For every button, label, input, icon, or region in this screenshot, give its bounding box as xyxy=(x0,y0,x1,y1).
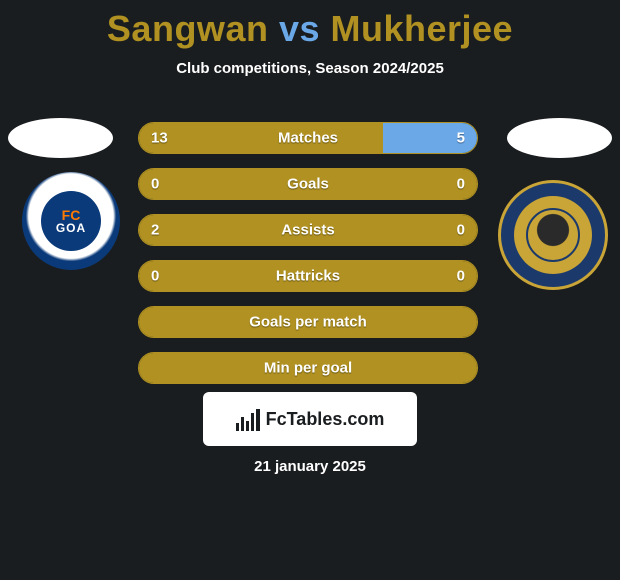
comparison-title: Sangwan vs Mukherjee xyxy=(0,0,620,50)
stat-value-left: 0 xyxy=(151,176,159,193)
player-right-avatar xyxy=(507,118,612,158)
subtitle: Club competitions, Season 2024/2025 xyxy=(0,60,620,77)
stat-bars: Matches135Goals00Assists20Hattricks00Goa… xyxy=(138,122,478,398)
club-crest-left: FC GOA xyxy=(22,172,120,270)
stat-value-left: 13 xyxy=(151,130,168,147)
stat-label: Min per goal xyxy=(139,360,477,377)
stat-value-right: 5 xyxy=(457,130,465,147)
stat-row: Assists2 0 xyxy=(138,214,478,246)
stat-row: Hattricks0 0 xyxy=(138,260,478,292)
crest-right-face xyxy=(526,208,580,262)
crest-left-goa: GOA xyxy=(56,222,86,234)
stat-label: Matches xyxy=(139,130,477,147)
stat-row: Matches13 5 xyxy=(138,122,478,154)
stat-value-left: 2 xyxy=(151,222,159,239)
stat-value-right: 0 xyxy=(457,222,465,239)
title-vs: vs xyxy=(268,8,330,49)
stat-label: Goals xyxy=(139,176,477,193)
club-crest-left-inner: FC GOA xyxy=(41,191,101,251)
brand-text: FcTables.com xyxy=(266,409,385,430)
brand-logo-icon xyxy=(236,407,260,431)
stat-value-right: 0 xyxy=(457,176,465,193)
stat-value-left: 0 xyxy=(151,268,159,285)
crest-left-fc: FC xyxy=(62,208,81,222)
stat-value-right: 0 xyxy=(457,268,465,285)
title-player-right: Mukherjee xyxy=(331,8,514,49)
brand-badge: FcTables.com xyxy=(203,392,417,446)
player-left-avatar xyxy=(8,118,113,158)
stat-label: Goals per match xyxy=(139,314,477,331)
stat-row: Min per goal xyxy=(138,352,478,384)
club-crest-right xyxy=(498,180,608,290)
stat-row: Goals0 0 xyxy=(138,168,478,200)
stat-label: Hattricks xyxy=(139,268,477,285)
title-player-left: Sangwan xyxy=(107,8,269,49)
snapshot-date: 21 january 2025 xyxy=(0,458,620,475)
club-crest-right-inner xyxy=(514,196,592,274)
stat-row: Goals per match xyxy=(138,306,478,338)
stat-label: Assists xyxy=(139,222,477,239)
